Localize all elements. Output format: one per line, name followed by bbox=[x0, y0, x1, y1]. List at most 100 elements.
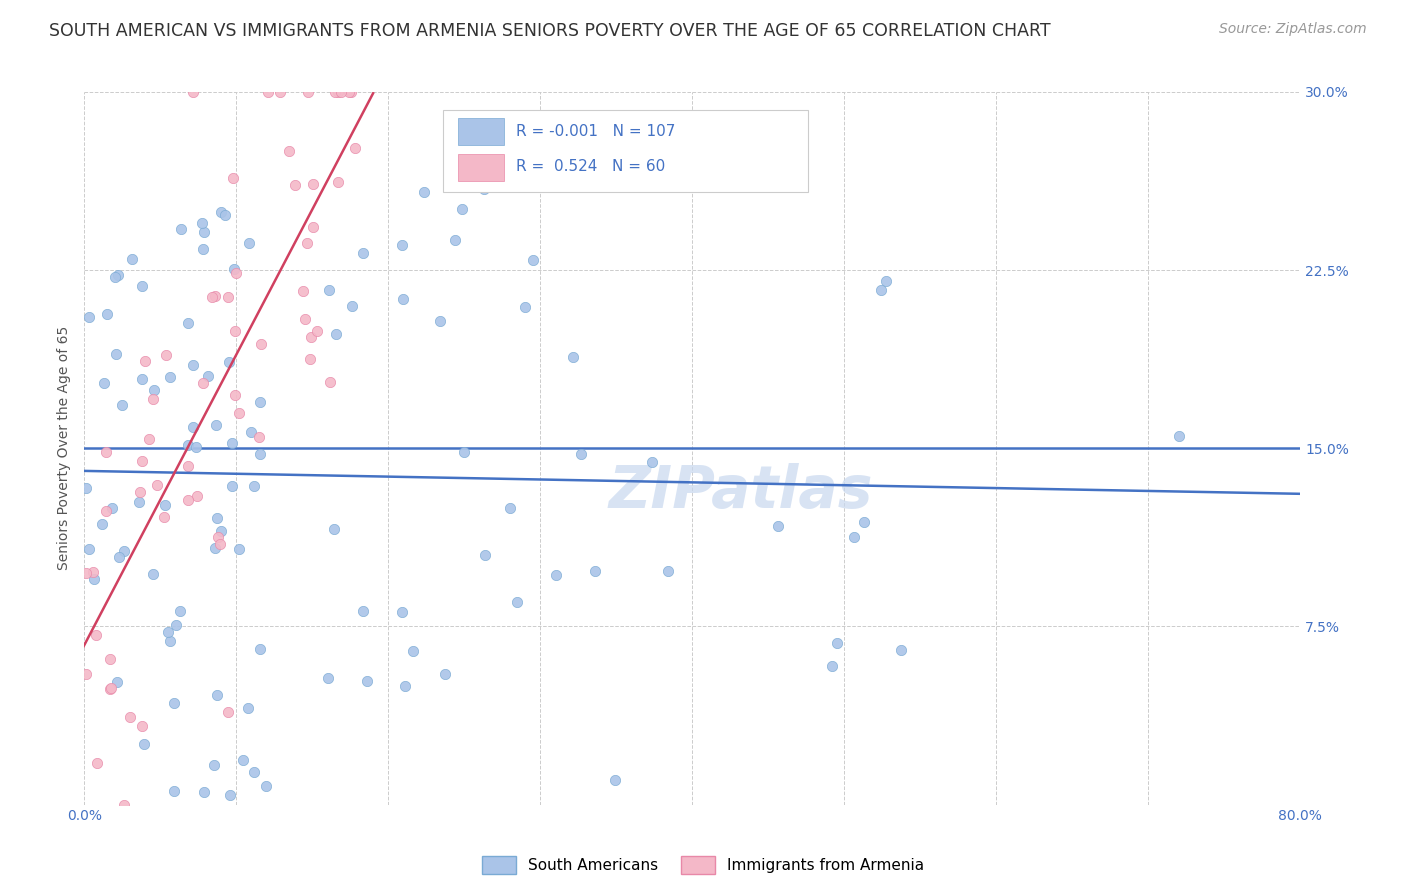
Text: SOUTH AMERICAN VS IMMIGRANTS FROM ARMENIA SENIORS POVERTY OVER THE AGE OF 65 COR: SOUTH AMERICAN VS IMMIGRANTS FROM ARMENI… bbox=[49, 22, 1050, 40]
Point bbox=[870, 283, 893, 297]
Point bbox=[342, 299, 364, 313]
Point bbox=[100, 681, 122, 695]
Text: Source: ZipAtlas.com: Source: ZipAtlas.com bbox=[1219, 22, 1367, 37]
Point bbox=[401, 644, 423, 658]
Point bbox=[269, 85, 291, 99]
Point bbox=[506, 595, 529, 609]
Point bbox=[105, 674, 128, 689]
Point bbox=[131, 279, 153, 293]
Point bbox=[104, 269, 127, 284]
Point bbox=[451, 202, 474, 216]
Point bbox=[205, 688, 228, 702]
Point bbox=[328, 85, 350, 99]
Point bbox=[583, 564, 606, 578]
Point bbox=[429, 314, 451, 328]
Point bbox=[249, 430, 271, 444]
Point bbox=[294, 312, 316, 326]
Point bbox=[299, 330, 322, 344]
FancyBboxPatch shape bbox=[443, 110, 807, 192]
Point bbox=[515, 301, 537, 315]
Point bbox=[307, 324, 329, 338]
Point bbox=[412, 186, 434, 200]
Y-axis label: Seniors Poverty Over the Age of 65: Seniors Poverty Over the Age of 65 bbox=[58, 326, 72, 570]
Point bbox=[98, 652, 121, 666]
Point bbox=[77, 541, 100, 556]
Point bbox=[197, 368, 219, 383]
Point bbox=[292, 284, 315, 298]
Point bbox=[155, 348, 177, 362]
Text: R = -0.001   N = 107: R = -0.001 N = 107 bbox=[516, 124, 675, 138]
Point bbox=[128, 495, 150, 509]
Point bbox=[472, 182, 495, 196]
Point bbox=[153, 498, 176, 512]
Point bbox=[131, 719, 153, 733]
Point bbox=[890, 643, 912, 657]
Point bbox=[75, 566, 97, 580]
Point bbox=[90, 517, 112, 532]
Point bbox=[169, 604, 191, 618]
Point bbox=[184, 440, 207, 454]
Point bbox=[352, 245, 374, 260]
Point bbox=[83, 573, 105, 587]
Point bbox=[356, 673, 378, 688]
Point bbox=[344, 141, 367, 155]
Legend: South Americans, Immigrants from Armenia: South Americans, Immigrants from Armenia bbox=[477, 850, 929, 880]
Point bbox=[131, 372, 153, 386]
Point bbox=[875, 275, 897, 289]
Point bbox=[641, 455, 664, 469]
Text: ZIPatlas: ZIPatlas bbox=[609, 463, 873, 519]
Point bbox=[302, 178, 325, 192]
Point bbox=[249, 337, 271, 351]
Point bbox=[209, 204, 232, 219]
Point bbox=[339, 85, 361, 99]
Point bbox=[176, 458, 198, 473]
Point bbox=[453, 444, 475, 458]
Point bbox=[318, 283, 340, 297]
Point bbox=[603, 772, 626, 787]
Point bbox=[153, 510, 176, 524]
Point bbox=[249, 394, 271, 409]
Point bbox=[337, 85, 360, 99]
Point bbox=[254, 779, 277, 793]
Point bbox=[82, 566, 104, 580]
Point bbox=[219, 789, 242, 803]
FancyBboxPatch shape bbox=[457, 154, 503, 181]
Point bbox=[221, 479, 243, 493]
Point bbox=[844, 531, 866, 545]
Point bbox=[228, 405, 250, 419]
Point bbox=[181, 420, 204, 434]
Point bbox=[217, 705, 239, 719]
Point bbox=[284, 178, 307, 192]
Point bbox=[209, 524, 232, 539]
Point bbox=[217, 290, 239, 304]
Point bbox=[181, 85, 204, 99]
Point bbox=[322, 522, 344, 536]
Point bbox=[100, 500, 122, 515]
Point bbox=[221, 436, 243, 450]
Point bbox=[207, 530, 229, 544]
Point bbox=[159, 369, 181, 384]
Point bbox=[330, 85, 353, 99]
Point bbox=[238, 236, 260, 251]
Point bbox=[394, 679, 416, 693]
Point bbox=[94, 504, 117, 518]
Point bbox=[157, 625, 180, 640]
Point bbox=[222, 261, 245, 276]
Point bbox=[170, 222, 193, 236]
Point bbox=[204, 289, 226, 303]
Point bbox=[301, 220, 323, 235]
Point bbox=[112, 797, 135, 812]
Point bbox=[94, 445, 117, 459]
Point bbox=[297, 85, 319, 99]
Point bbox=[111, 398, 134, 412]
Point bbox=[328, 175, 350, 189]
Point bbox=[236, 701, 259, 715]
Point bbox=[163, 784, 186, 798]
Point bbox=[499, 501, 522, 516]
Point bbox=[202, 757, 225, 772]
Point bbox=[821, 659, 844, 673]
Point bbox=[827, 635, 849, 649]
Point bbox=[768, 519, 790, 533]
Point bbox=[325, 326, 347, 341]
Point bbox=[569, 446, 592, 460]
